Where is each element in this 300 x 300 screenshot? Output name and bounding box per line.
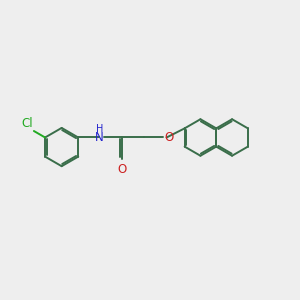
Text: O: O: [117, 163, 126, 176]
Text: H: H: [96, 124, 103, 134]
Text: O: O: [164, 131, 173, 144]
Text: N: N: [95, 131, 104, 144]
Text: Cl: Cl: [21, 117, 33, 130]
